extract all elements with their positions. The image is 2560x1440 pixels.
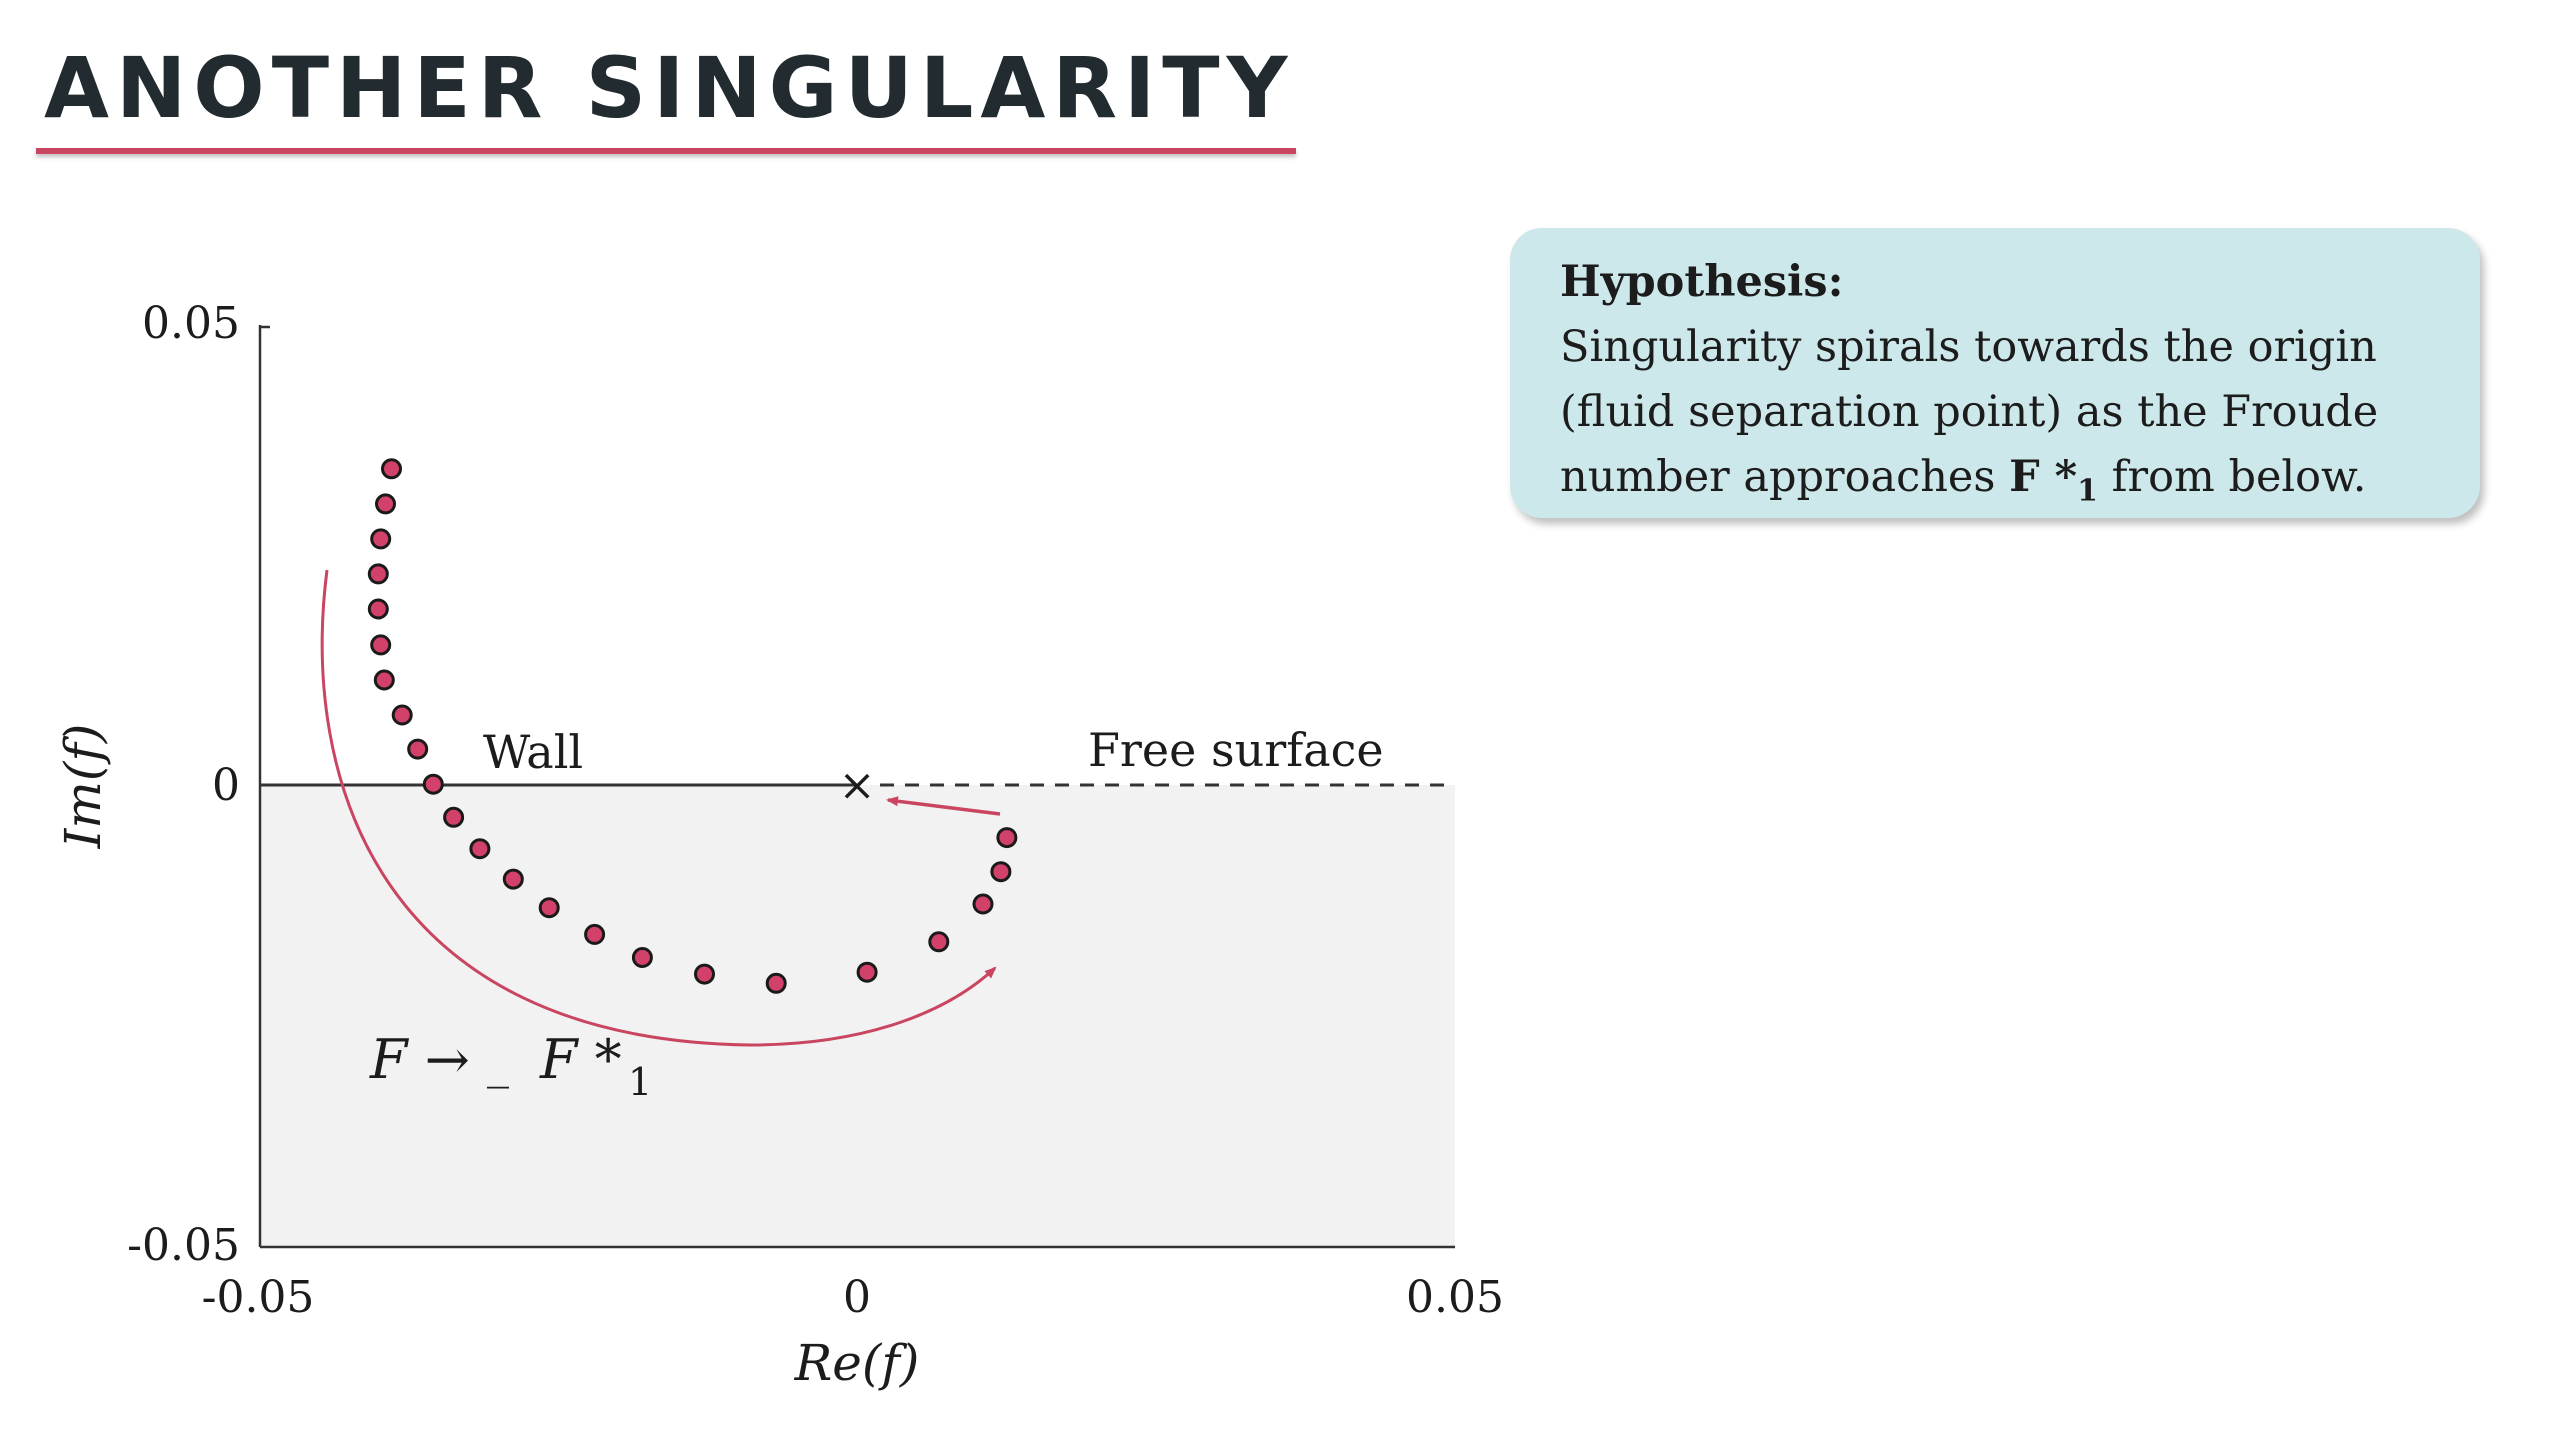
limit-label-Fstar: F * [539, 1028, 622, 1091]
x-tick-label-right: 0.05 [1406, 1272, 1504, 1323]
data-point [367, 563, 389, 585]
lower-half-plane-region [260, 785, 1455, 1247]
data-point [996, 827, 1018, 849]
data-point [538, 897, 560, 919]
hypothesis-line-2: (fluid separation point) as the Froude [1560, 387, 2379, 437]
limit-label-subscript: 1 [628, 1060, 652, 1104]
data-point [422, 773, 444, 795]
slide-title: ANOTHER SINGULARITY [44, 39, 1295, 137]
x-tick-label-left: -0.05 [202, 1272, 315, 1323]
data-point [502, 868, 524, 890]
x-axis-label: Re(f) [794, 1334, 920, 1392]
limit-label-F: F → [369, 1028, 470, 1091]
hypothesis-line-3-end: from below. [2097, 452, 2367, 502]
x-tick-label-zero: 0 [843, 1272, 871, 1323]
free-surface-label: Free surface [1088, 723, 1384, 777]
hypothesis-line-1: Singularity spirals towards the origin [1560, 322, 2377, 372]
froude-symbol-text: F * [2009, 452, 2078, 502]
data-point [972, 893, 994, 915]
data-point [373, 669, 395, 691]
spiral-direction-arrow [320, 569, 997, 1047]
data-point [370, 634, 392, 656]
origin-marker: × [839, 760, 876, 811]
data-points [367, 458, 1018, 994]
hypothesis-line-3: number approaches F *1 from below. [1560, 445, 2430, 524]
title-underline [36, 148, 1296, 154]
data-point [928, 931, 950, 953]
y-tick-label-top: 0.05 [142, 298, 240, 349]
data-point [381, 458, 402, 480]
data-point [391, 704, 413, 726]
wall-label: Wall [483, 725, 583, 779]
froude-symbol-subscript: 1 [2077, 473, 2098, 509]
data-point [367, 598, 389, 620]
hypothesis-box: Hypothesis: Singularity spirals towards … [1510, 228, 2480, 518]
hypothesis-line-3-start: number approaches [1560, 452, 2010, 502]
y-axis-label: Im(f) [54, 724, 112, 850]
data-point [375, 493, 396, 515]
data-point [443, 806, 465, 828]
approach-origin-arrow [886, 796, 1001, 816]
data-point [370, 528, 392, 550]
data-point [694, 963, 715, 985]
y-tick-label-zero: 0 [212, 760, 240, 811]
data-point [856, 961, 878, 983]
data-point [469, 838, 491, 860]
limit-label-minus: _ [487, 1038, 509, 1089]
data-point [407, 738, 429, 760]
data-point [584, 923, 606, 945]
data-point [990, 861, 1012, 883]
froude-symbol: F *1 [2009, 452, 2098, 509]
y-tick-label-bottom: -0.05 [127, 1220, 240, 1271]
data-point [765, 972, 787, 994]
hypothesis-heading: Hypothesis: [1560, 257, 1844, 307]
data-point [631, 947, 653, 968]
